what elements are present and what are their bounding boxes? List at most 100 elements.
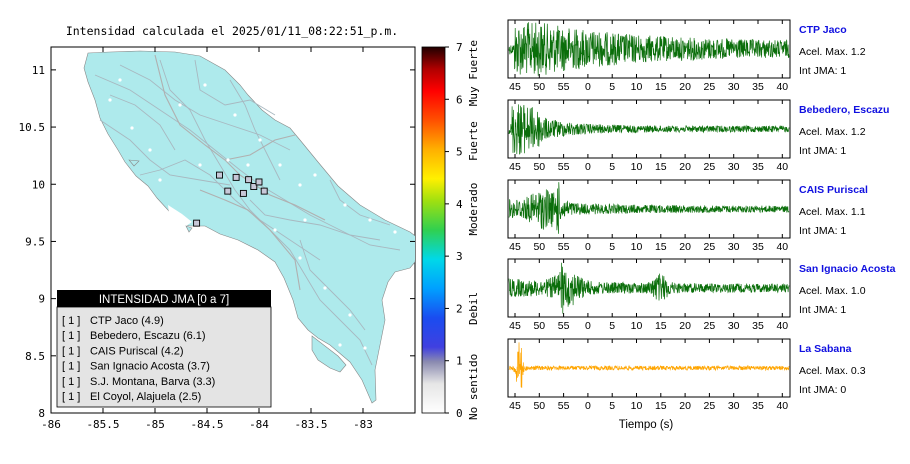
legend-item-name: CAIS Puriscal (4.2)	[90, 345, 184, 357]
waveform-trace	[508, 342, 790, 388]
waveform-tick-label: 35	[752, 320, 764, 332]
station-acel: Acel. Max. 1.0	[799, 285, 866, 297]
legend-item-name: San Ignacio Acosta (3.7)	[90, 361, 210, 373]
waveform-tick-label: 45	[509, 81, 521, 93]
map-x-tick-label: -83.5	[294, 418, 327, 431]
waveform-tick-label: 45	[509, 320, 521, 332]
colorbar-category-label: Muy Fuerte	[467, 40, 480, 106]
map-y-tick-label: 10.5	[19, 121, 46, 134]
station-int: Int JMA: 1	[799, 225, 846, 237]
waveform-tick-label: 10	[631, 241, 643, 253]
station-marker	[260, 187, 268, 195]
waveform-tick-label: 20	[679, 81, 691, 93]
legend-item-name: El Coyol, Alajuela (2.5)	[90, 391, 201, 403]
waveform-tick-label: 55	[558, 81, 570, 93]
legend-item-level: [ 1 ]	[62, 345, 80, 357]
map-y-tick-label: 11	[32, 64, 45, 77]
waveform-trace	[508, 182, 790, 234]
station-name: La Sabana	[799, 343, 852, 355]
waveform-tick-label: 5	[609, 161, 615, 173]
station-name: CAIS Puriscal	[799, 184, 868, 196]
waveform-tick-label: 30	[728, 320, 740, 332]
waveform-tick-label: 0	[585, 400, 591, 412]
waveform-tick-label: 25	[704, 81, 716, 93]
legend-body	[56, 306, 272, 408]
waveform-tick-label: 15	[655, 400, 667, 412]
waveform-panel: 45 50 55 0 5 10 15 20 25 30 35 40 La Sabana Acel. Max…	[507, 338, 866, 412]
station-markers	[193, 171, 268, 227]
waveform-tick-label: 50	[533, 81, 545, 93]
waveform-tick-label: 15	[655, 81, 667, 93]
legend-item-level: [ 1 ]	[62, 315, 80, 327]
island-north	[128, 159, 140, 167]
legend-header-bg	[57, 290, 271, 307]
waveform-panel: 45 50 55 0 5 10 15 20 25 30 35 40 Bebedero, Escazu Ac…	[507, 99, 889, 173]
station-marker	[224, 187, 232, 195]
colorbar-tick-label: 2	[456, 302, 463, 315]
colorbar-category-label: Moderado	[467, 183, 480, 236]
map-x-tick-label: -84	[249, 418, 269, 431]
map-title: Intensidad calculada el 2025/01/11_08:22…	[66, 24, 398, 38]
legend-item-name: CTP Jaco (4.9)	[90, 315, 164, 327]
legend-item-level: [ 1 ]	[62, 361, 80, 373]
waveform-panel: 45 50 55 0 5 10 15 20 25 30 35 40 San Ignacio Acosta…	[507, 258, 896, 332]
waveform-tick-label: 10	[631, 81, 643, 93]
waveform-tick-label: 0	[585, 81, 591, 93]
waveform-tick-label: 15	[655, 241, 667, 253]
waveform-tick-label: 10	[631, 320, 643, 332]
station-acel: Acel. Max. 1.2	[799, 126, 866, 138]
colorbar-tick-label: 3	[456, 250, 463, 263]
waveform-tick-label: 25	[704, 241, 716, 253]
station-marker	[250, 183, 258, 190]
colorbar-category-label: Fuerte	[467, 121, 480, 161]
legend-item-level: [ 1 ]	[62, 330, 80, 342]
waveform-tick-label: 40	[776, 81, 788, 93]
waveform-tick-label: 30	[728, 161, 740, 173]
map-x-tick-label: -85	[145, 418, 165, 431]
waveform-tick-label: 25	[704, 400, 716, 412]
waveform-tick-label: 20	[679, 241, 691, 253]
waveform-tick-label: 45	[509, 241, 521, 253]
map-x-tick-label: -83	[353, 418, 373, 431]
waveform-tick-label: 25	[704, 161, 716, 173]
map-y-tick-label: 9.5	[25, 235, 45, 248]
station-marker	[245, 176, 253, 184]
waveform-trace	[508, 262, 790, 314]
station-name: San Ignacio Acosta	[799, 263, 896, 275]
waveform-tick-label: 40	[776, 400, 788, 412]
waveform-tick-label: 5	[609, 320, 615, 332]
colorbar-tick-label: 7	[456, 41, 463, 54]
waveform-tick-label: 0	[585, 161, 591, 173]
legend-item-level: [ 1 ]	[62, 376, 80, 388]
waveform-tick-label: 35	[752, 241, 764, 253]
waveform-tick-label: 0	[585, 320, 591, 332]
waveform-tick-label: 30	[728, 400, 740, 412]
colorbar-ticks: 0 1 2 3 4 5 6 7	[445, 41, 463, 420]
station-marker	[193, 219, 201, 227]
waveform-tick-label: 5	[609, 241, 615, 253]
waveform-tick-label: 50	[533, 241, 545, 253]
waveform-tick-label: 55	[558, 320, 570, 332]
waveform-tick-label: 35	[752, 81, 764, 93]
waveform-tick-label: 5	[609, 400, 615, 412]
waveform-tick-label: 35	[752, 400, 764, 412]
waveform-tick-label: 50	[533, 320, 545, 332]
map-x-tick-label: -86	[41, 418, 61, 431]
waveform-tick-label: 50	[533, 400, 545, 412]
map-y-tick-label: 10	[32, 178, 45, 191]
waveform-tick-label: 40	[776, 241, 788, 253]
waveform-tick-label: 55	[558, 400, 570, 412]
waveform-tick-label: 20	[679, 400, 691, 412]
colorbar-tick-label: 5	[456, 146, 463, 159]
colorbar-category-label: No sentido	[467, 354, 480, 420]
station-marker	[232, 173, 240, 181]
road-network	[94, 59, 401, 366]
map-y-tick-label: 8	[38, 407, 45, 420]
map-x-tick-label: -85.5	[86, 418, 119, 431]
land-mass	[83, 50, 415, 404]
station-acel: Acel. Max. 1.2	[799, 46, 866, 58]
island-south	[185, 225, 193, 233]
waveform-tick-label: 30	[728, 81, 740, 93]
